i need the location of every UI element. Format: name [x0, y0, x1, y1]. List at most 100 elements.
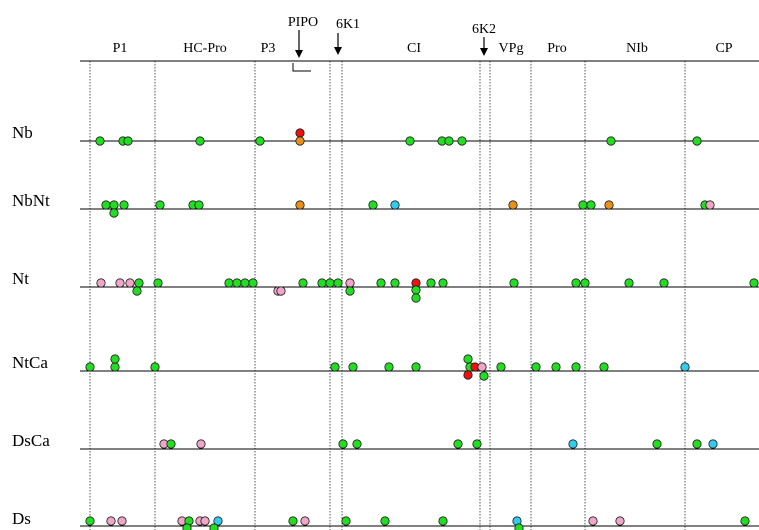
- mutation-dot-green: [405, 136, 415, 146]
- mutation-dot-pink: [276, 286, 286, 296]
- mutation-dot-green: [586, 200, 596, 210]
- mutation-dot-green: [384, 362, 394, 372]
- mutation-dot-green: [652, 439, 662, 449]
- mutation-dot-green: [438, 516, 448, 526]
- callout-label-6k2: 6K2: [472, 22, 496, 37]
- row-label: DsCa: [12, 431, 50, 450]
- mutation-dot-green: [551, 362, 561, 372]
- mutation-dot-green: [509, 278, 519, 288]
- mutation-dot-green: [209, 523, 219, 530]
- row-label: NtCa: [12, 353, 48, 372]
- mutation-dot-green: [624, 278, 634, 288]
- mutation-dot-green: [571, 362, 581, 372]
- mutation-dot-green: [606, 136, 616, 146]
- mutation-dot-orange: [604, 200, 614, 210]
- mutation-dot-red: [463, 370, 473, 380]
- sample-row: DsCa: [12, 431, 759, 450]
- mutation-dot-green: [182, 523, 192, 530]
- mutation-dot-green: [119, 200, 129, 210]
- sample-row: Ds: [12, 509, 759, 530]
- mutation-dot-pink: [477, 362, 487, 372]
- mutation-dot-orange: [295, 200, 305, 210]
- mutation-dot-green: [368, 200, 378, 210]
- mutation-dot-green: [325, 278, 335, 288]
- mutation-dot-green: [123, 136, 133, 146]
- mutation-dot-green: [352, 439, 362, 449]
- callout-label-pipo: PIPO: [288, 15, 318, 30]
- mutation-dot-green: [692, 136, 702, 146]
- mutation-dot-pink: [300, 516, 310, 526]
- mutation-dot-green: [496, 362, 506, 372]
- mutation-dot-green: [740, 516, 750, 526]
- row-label: Ds: [12, 509, 31, 528]
- mutation-dot-green: [749, 278, 759, 288]
- mutation-dot-green: [109, 208, 119, 218]
- mutation-dot-green: [85, 516, 95, 526]
- region-label-nib: NIb: [626, 41, 648, 56]
- mutation-dot-green: [153, 278, 163, 288]
- mutation-dot-green: [132, 286, 142, 296]
- mutation-dot-pink: [705, 200, 715, 210]
- mutation-dot-orange: [508, 200, 518, 210]
- genome-header: P1 HC-Pro P3 CI VPg Pro NIb CP PIPO 6K1 …: [80, 15, 759, 72]
- mutation-dot-green: [453, 439, 463, 449]
- mutation-dot-pink: [117, 516, 127, 526]
- mutation-dot-green: [255, 136, 265, 146]
- mutation-dot-green: [317, 278, 327, 288]
- mutation-dot-green: [444, 136, 454, 146]
- mutation-dot-cyan: [213, 516, 223, 526]
- mutation-dot-green: [348, 362, 358, 372]
- mutation-dot-green: [195, 136, 205, 146]
- mutation-dot-green: [390, 278, 400, 288]
- mutation-dot-green: [531, 362, 541, 372]
- sample-row: Nb: [12, 123, 759, 146]
- mutation-dot-pink: [200, 516, 210, 526]
- mutation-dot-green: [109, 200, 119, 210]
- mutation-dot-green: [298, 278, 308, 288]
- mutation-dot-red: [295, 128, 305, 138]
- mutation-dot-green: [333, 278, 343, 288]
- mutation-dot-green: [571, 278, 581, 288]
- sample-row: NbNt: [12, 191, 759, 218]
- mutation-dot-green: [438, 278, 448, 288]
- mutation-dot-green: [345, 286, 355, 296]
- callout-arrow-pipo: [292, 30, 311, 72]
- mutation-dot-green: [599, 362, 609, 372]
- mutation-dot-pink: [96, 278, 106, 288]
- row-label: NbNt: [12, 191, 50, 210]
- mutation-dot-green: [376, 278, 386, 288]
- mutation-dot-green: [578, 200, 588, 210]
- region-dividers: [89, 61, 686, 530]
- region-label-p3: P3: [261, 41, 276, 56]
- callout-arrow-6k1: [334, 33, 342, 55]
- mutation-dot-green: [134, 278, 144, 288]
- mutation-dot-cyan: [708, 439, 718, 449]
- mutation-dot-cyan: [390, 200, 400, 210]
- mutation-dot-green: [194, 200, 204, 210]
- region-label-ci: CI: [407, 41, 421, 56]
- mutation-dot-green: [248, 278, 258, 288]
- callout-arrow-6k2: [480, 37, 488, 56]
- region-label-cp: CP: [715, 41, 732, 56]
- region-label-hc-pro: HC-Pro: [183, 41, 227, 56]
- mutation-dot-green: [224, 278, 234, 288]
- mutation-dot-green: [380, 516, 390, 526]
- mutation-dot-pink: [345, 278, 355, 288]
- mutation-dot-green: [110, 354, 120, 364]
- mutation-dot-orange: [295, 136, 305, 146]
- mutation-dot-green: [338, 439, 348, 449]
- mutation-dot-green: [240, 278, 250, 288]
- mutation-dot-green: [692, 439, 702, 449]
- sample-row: Nt: [12, 269, 759, 303]
- mutation-dot-green: [580, 278, 590, 288]
- mutation-dot-green: [330, 362, 340, 372]
- sample-rows: Nb NbNt Nt NtCa DsCa Ds: [12, 123, 759, 530]
- mutation-dot-green: [85, 362, 95, 372]
- mutation-dot-green: [288, 516, 298, 526]
- callout-label-6k1: 6K1: [336, 17, 360, 32]
- mutation-dot-green: [411, 362, 421, 372]
- mutation-dot-green: [155, 200, 165, 210]
- region-label-p1: P1: [113, 41, 128, 56]
- mutation-dot-pink: [125, 278, 135, 288]
